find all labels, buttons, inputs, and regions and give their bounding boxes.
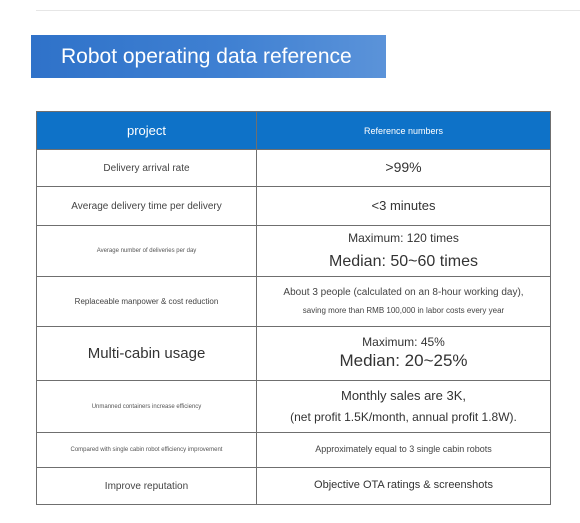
top-divider: [36, 10, 580, 11]
page-title: Robot operating data reference: [61, 44, 352, 68]
project-cell: Average delivery time per delivery: [36, 186, 257, 226]
table-row: Average delivery time per delivery <3 mi…: [36, 186, 551, 226]
value-line: Monthly sales are 3K,: [340, 387, 466, 403]
value-line: Median: 20~25%: [339, 351, 468, 371]
project-cell: Compared with single cabin robot efficie…: [36, 432, 257, 468]
value-line: <3 minutes: [371, 197, 436, 213]
value-cell: Maximum: 120 times Median: 50~60 times: [256, 225, 551, 277]
value-line: Objective OTA ratings & screenshots: [314, 479, 493, 492]
table-row: Unmanned containers increase efficiency …: [36, 380, 551, 433]
reference-table: project Reference numbers Delivery arriv…: [36, 111, 551, 505]
value-cell: About 3 people (calculated on an 8-hour …: [256, 276, 551, 327]
value-cell: Monthly sales are 3K, (net profit 1.5K/m…: [256, 380, 551, 433]
table-row: Compared with single cabin robot efficie…: [36, 432, 551, 468]
value-cell: Objective OTA ratings & screenshots: [256, 467, 551, 505]
table-header-row: project Reference numbers: [36, 111, 551, 150]
title-banner: Robot operating data reference: [31, 35, 386, 78]
value-cell: Maximum: 45% Median: 20~25%: [256, 326, 551, 381]
value-line: Median: 50~60 times: [329, 252, 478, 270]
table-row: Average number of deliveries per day Max…: [36, 225, 551, 277]
table-row: Delivery arrival rate >99%: [36, 149, 551, 187]
table-row: Improve reputation Objective OTA ratings…: [36, 467, 551, 505]
value-line: Maximum: 45%: [362, 335, 445, 350]
value-line: (net profit 1.5K/month, annual profit 1.…: [290, 410, 517, 425]
value-cell: Approximately equal to 3 single cabin ro…: [256, 432, 551, 468]
project-cell: Delivery arrival rate: [36, 149, 257, 187]
header-reference-numbers: Reference numbers: [256, 111, 551, 150]
project-cell: Improve reputation: [36, 467, 257, 505]
header-project: project: [36, 111, 257, 150]
table-row: Replaceable manpower & cost reduction Ab…: [36, 276, 551, 327]
project-cell: Average number of deliveries per day: [36, 225, 257, 277]
project-cell: Multi-cabin usage: [36, 326, 257, 381]
table-row: Multi-cabin usage Maximum: 45% Median: 2…: [36, 326, 551, 381]
value-line: saving more than RMB 100,000 in labor co…: [302, 305, 505, 315]
project-cell: Unmanned containers increase efficiency: [36, 380, 257, 433]
value-cell: <3 minutes: [256, 186, 551, 226]
value-line: Approximately equal to 3 single cabin ro…: [315, 444, 492, 455]
project-cell: Replaceable manpower & cost reduction: [36, 276, 257, 327]
value-line: >99%: [385, 159, 422, 176]
value-line: Maximum: 120 times: [348, 230, 459, 245]
value-cell: >99%: [256, 149, 551, 187]
value-line: About 3 people (calculated on an 8-hour …: [283, 287, 524, 299]
